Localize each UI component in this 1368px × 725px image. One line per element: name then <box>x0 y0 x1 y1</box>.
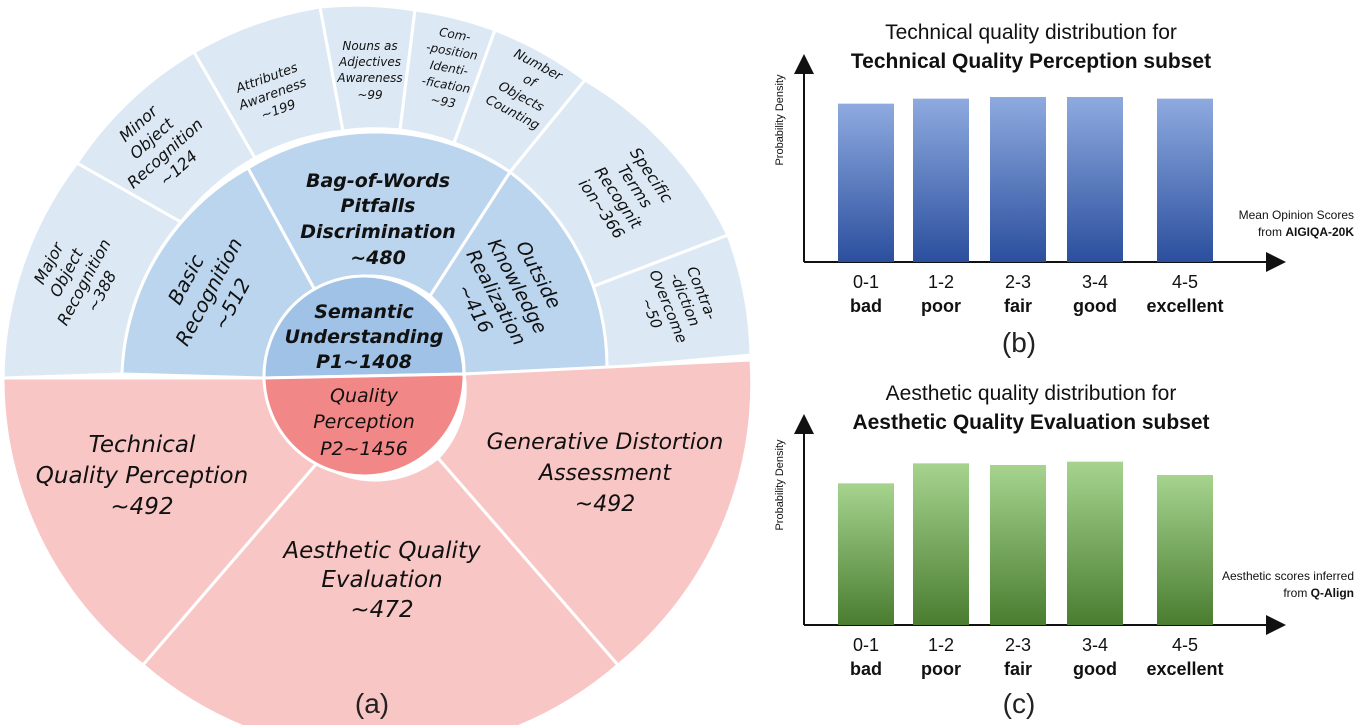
x-tick-label: 2-3 <box>1005 635 1031 655</box>
chart-title-line1: Aesthetic quality distribution for <box>886 382 1177 405</box>
ring2-line: ~93 <box>429 92 456 110</box>
center-top-line: Understanding <box>285 326 444 348</box>
x-tick-word: poor <box>921 296 961 316</box>
center-top-line: P1~1408 <box>316 351 412 373</box>
bar-1-2 <box>913 463 969 625</box>
caption-a: (a) <box>355 688 389 719</box>
tick-group: 0-1 bad 1-2 poor 2-3 fair 3-4 good 4-5 excellent <box>850 635 1224 679</box>
quality-line: ~492 <box>575 492 635 517</box>
bar-4-5 <box>1157 475 1213 625</box>
x-tick-label: 1-2 <box>928 635 954 655</box>
caption-b: (b) <box>1002 327 1036 358</box>
ring1-line: ~480 <box>350 247 406 269</box>
quality-line: Evaluation <box>321 567 442 593</box>
center-bottom-line: Perception <box>313 411 415 433</box>
x-annotation-source: Q-Align <box>1311 586 1354 600</box>
x-tick-label: 4-5 <box>1172 272 1198 292</box>
ring2-line: Com- <box>438 25 472 44</box>
center-bottom-label: Quality Perception P2~1456 <box>313 385 415 460</box>
center-top-label: Semantic Understanding P1~1408 <box>285 301 444 373</box>
x-tick-word: poor <box>921 659 961 679</box>
quality-line: ~472 <box>350 597 413 623</box>
x-tick-word: bad <box>850 296 882 316</box>
x-tick-label: 3-4 <box>1082 635 1108 655</box>
quality-line: Aesthetic Quality <box>281 538 481 564</box>
x-annotation-prefix: from <box>1258 225 1285 239</box>
quality-line: ~492 <box>110 494 173 520</box>
chart-technical-quality: Technical quality distribution for Techn… <box>774 21 1354 358</box>
quality-label-aesthetic: Aesthetic Quality Evaluation ~472 <box>281 538 481 623</box>
x-annotation-source: AIGIQA-20K <box>1285 225 1354 239</box>
x-tick-label: 3-4 <box>1082 272 1108 292</box>
chart-title-line2: Technical Quality Perception subset <box>851 50 1211 73</box>
quality-line: Generative Distortion <box>487 430 724 455</box>
x-tick-word: excellent <box>1146 296 1223 316</box>
ring2-line: Identi- <box>429 58 469 78</box>
bar-2-3 <box>990 97 1046 262</box>
ring2-line: Adjectives <box>338 55 401 69</box>
center-quality-perception <box>262 372 466 478</box>
bar-3-4 <box>1067 97 1123 262</box>
ring2-line: ~99 <box>357 88 382 102</box>
x-tick-word: fair <box>1004 296 1032 316</box>
x-annotation-prefix: from <box>1283 586 1310 600</box>
center-bottom-line: P2~1456 <box>320 438 408 460</box>
ring1-sector-outside-knowledge <box>428 169 609 376</box>
quality-line: Assessment <box>537 461 672 486</box>
ring1-line: Bag-of-Words <box>306 170 450 192</box>
ring2-label-nouns-adjectives: Nouns as Adjectives Awareness ~99 <box>336 39 402 102</box>
x-annotation-line2: from Q-Align <box>1283 586 1354 600</box>
x-tick-word: good <box>1073 659 1117 679</box>
ring1-line: Discrimination <box>300 221 456 243</box>
quality-label-technical: Technical Quality Perception ~492 <box>36 432 248 520</box>
ring2-line: Awareness <box>336 71 402 85</box>
x-annotation-line2: from AIGIQA-20K <box>1258 225 1354 239</box>
caption-c: (c) <box>1003 688 1036 719</box>
quality-line: Technical <box>89 432 196 458</box>
x-annotation-line1: Aesthetic scores inferred <box>1222 569 1354 583</box>
quality-line: Quality Perception <box>36 463 248 489</box>
x-tick-word: good <box>1073 296 1117 316</box>
x-tick-word: excellent <box>1146 659 1223 679</box>
bar-2-3 <box>990 465 1046 625</box>
center-bottom-line: Quality <box>330 385 399 407</box>
x-tick-word: fair <box>1004 659 1032 679</box>
bar-0-1 <box>838 103 894 263</box>
bar-3-4 <box>1067 461 1123 625</box>
center-top-line: Semantic <box>314 301 414 323</box>
x-tick-label: 2-3 <box>1005 272 1031 292</box>
bar-group <box>838 97 1213 263</box>
sunburst-diagram: Semantic Understanding P1~1408 Quality P… <box>1 3 754 725</box>
center-semantic-understanding <box>262 274 466 380</box>
x-tick-label: 4-5 <box>1172 635 1198 655</box>
chart-title-line2: Aesthetic Quality Evaluation subset <box>852 411 1209 434</box>
bar-0-1 <box>838 483 894 625</box>
x-tick-label: 0-1 <box>853 635 879 655</box>
quality-sector-generative <box>435 358 754 668</box>
ring1-line: Pitfalls <box>341 195 416 217</box>
tick-group: 0-1 bad 1-2 poor 2-3 fair 3-4 good 4-5 excellent <box>850 272 1224 316</box>
chart-aesthetic-quality: Aesthetic quality distribution for Aesth… <box>774 382 1354 719</box>
y-axis-label: Probability Density <box>774 74 786 166</box>
bar-1-2 <box>913 98 969 263</box>
y-axis-label: Probability Density <box>774 439 786 531</box>
x-tick-label: 1-2 <box>928 272 954 292</box>
x-tick-label: 0-1 <box>853 272 879 292</box>
bar-group <box>838 461 1213 625</box>
ring2-label-composition: Com- -position Identi- -fication ~93 <box>421 25 479 111</box>
chart-title-line1: Technical quality distribution for <box>885 21 1177 44</box>
quality-label-generative: Generative Distortion Assessment ~492 <box>487 430 724 517</box>
ring1-label-bag-of-words: Bag-of-Words Pitfalls Discrimination ~48… <box>300 170 456 269</box>
bar-4-5 <box>1157 98 1213 263</box>
x-annotation-line1: Mean Opinion Scores <box>1239 208 1354 222</box>
ring2-line: Nouns as <box>342 39 397 53</box>
x-tick-word: bad <box>850 659 882 679</box>
